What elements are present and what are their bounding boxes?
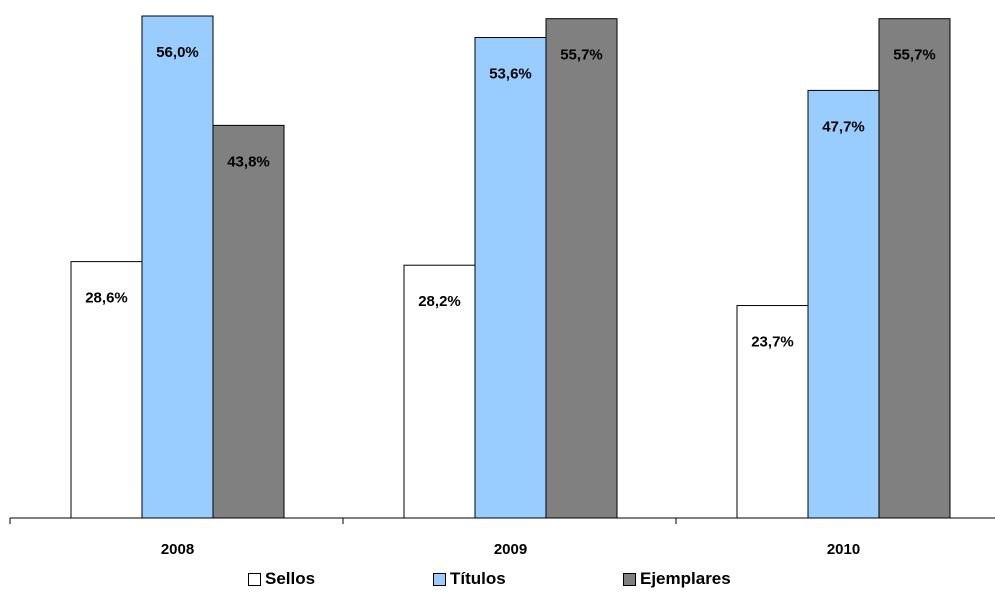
bar-sellos-2008	[70, 261, 143, 519]
x-tick-label-2008: 2008	[161, 541, 194, 558]
bar-titulos-2008	[141, 15, 214, 519]
data-label-titulos-2010: 47,7%	[822, 118, 865, 135]
legend-label-sellos: Sellos	[265, 569, 316, 588]
bar-sellos-2009	[403, 264, 476, 519]
data-labels-group: 28,6% 56,0% 43,8% 28,2% 53,6% 55,7% 23,7% 47,7%…	[85, 44, 936, 351]
legend-swatch-titulos	[433, 572, 446, 586]
x-tick-label-2010: 2010	[827, 541, 860, 558]
data-label-sellos-2008: 28,6%	[85, 290, 128, 307]
data-label-ejemplares-2009: 55,7%	[560, 47, 603, 64]
bar-sellos-2010	[736, 305, 809, 519]
x-tick-label-2009: 2009	[494, 541, 527, 558]
legend-item-ejemplares: Ejemplares	[623, 569, 731, 589]
legend-label-ejemplares: Ejemplares	[640, 569, 731, 588]
x-ticks-group	[9, 518, 677, 524]
x-tick-labels-group: 2008 2009 2010	[161, 541, 860, 558]
data-label-sellos-2009: 28,2%	[418, 293, 461, 310]
legend: Sellos Títulos Ejemplares	[0, 569, 995, 591]
legend-swatch-ejemplares	[623, 572, 636, 586]
data-label-ejemplares-2008: 43,8%	[227, 153, 270, 170]
bar-ejemplares-2009	[545, 18, 618, 519]
data-label-titulos-2008: 56,0%	[156, 44, 199, 61]
bar-titulos-2009	[474, 37, 547, 519]
legend-item-sellos: Sellos	[248, 569, 315, 589]
bar-titulos-2010	[807, 89, 880, 519]
data-label-titulos-2009: 53,6%	[489, 66, 532, 83]
bar-ejemplares-2010	[878, 18, 951, 519]
data-label-ejemplares-2010: 55,7%	[893, 47, 936, 64]
legend-item-titulos: Títulos	[433, 569, 506, 589]
legend-label-titulos: Títulos	[450, 569, 506, 588]
data-label-sellos-2010: 23,7%	[751, 334, 794, 351]
bar-ejemplares-2008	[212, 124, 285, 519]
bars-group	[70, 15, 951, 519]
legend-swatch-sellos	[248, 572, 261, 586]
